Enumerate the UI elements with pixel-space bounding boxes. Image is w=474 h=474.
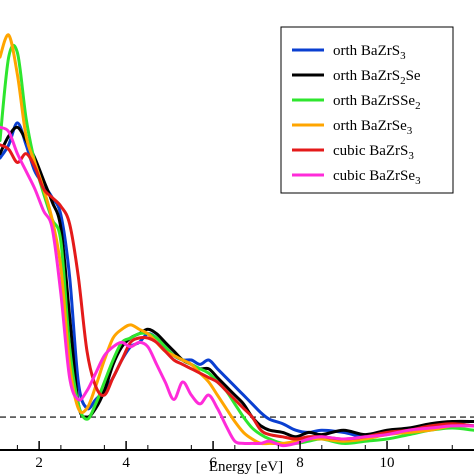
legend-label-6: cubic BaZrSe3 <box>333 168 421 187</box>
legend-label-main: orth BaZrS <box>333 43 400 59</box>
legend-label-subscript: 2 <box>400 75 406 87</box>
legend-label-main: cubic BaZrS <box>333 143 408 159</box>
legend-label-main: orth BaZrSe <box>333 118 407 134</box>
legend-label-5: cubic BaZrS3 <box>333 143 414 162</box>
legend-label-subscript: 3 <box>415 175 421 187</box>
x-tick-label: 6 <box>209 455 217 471</box>
legend-label-2: orth BaZrS2Se <box>333 68 421 87</box>
series-layer <box>0 33 474 448</box>
legend-label-4: orth BaZrSe3 <box>333 118 413 137</box>
x-tick-label: 8 <box>296 455 304 471</box>
x-ticks: 2 4 6 8 10 <box>16 441 453 471</box>
legend-label-subscript: 3 <box>400 50 406 62</box>
legend-label-subscript: 2 <box>415 100 421 112</box>
legend-label-main: orth BaZrS <box>333 68 400 84</box>
legend-label-main: orth BaZrSSe <box>333 93 415 109</box>
series-line-6 <box>0 125 474 448</box>
x-tick-label: 2 <box>35 455 43 471</box>
legend-box <box>280 26 454 194</box>
x-axis-title: Energy [eV] <box>209 459 283 474</box>
legend-label-tail: Se <box>406 68 421 84</box>
legend-label-subscript: 3 <box>408 150 414 162</box>
x-tick-label: 4 <box>122 455 130 471</box>
series-line-4 <box>0 33 474 446</box>
legend-label-1: orth BaZrS3 <box>333 43 406 62</box>
x-tick-label: 10 <box>380 455 395 471</box>
legend-label-3: orth BaZrSSe2 <box>333 93 421 112</box>
legend-label-main: cubic BaZrSe <box>333 168 415 184</box>
legend-label-subscript: 3 <box>407 125 413 137</box>
